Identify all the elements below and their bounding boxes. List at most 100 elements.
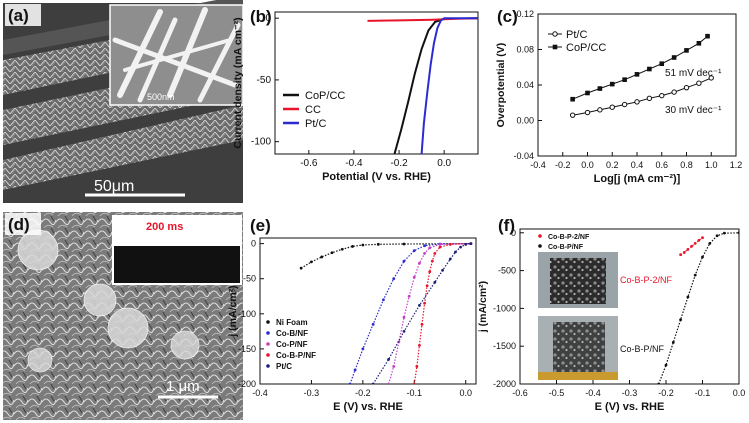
data-point <box>330 251 334 255</box>
data-point <box>382 298 385 302</box>
data-point <box>686 295 690 299</box>
panel-a: 500nm 50μm (a) <box>3 0 244 203</box>
data-point <box>708 241 712 245</box>
x-tick-label: -0.5 <box>549 388 565 398</box>
data-point <box>646 95 653 102</box>
data-point <box>570 96 575 102</box>
legend-item-co-b-p-2-nf: Co-B-P-2/NF <box>538 234 590 241</box>
data-point <box>569 112 576 118</box>
series-line-pt-c <box>420 17 478 154</box>
data-point <box>671 89 677 95</box>
data-point <box>634 72 640 77</box>
x-tick-label: -0.2 <box>355 388 371 398</box>
y-axis-title: Current density (mA cm⁻²) <box>232 17 244 148</box>
legend-item-co-p-nf: Co-P/NF <box>266 340 308 349</box>
data-point <box>448 242 452 246</box>
inset-scale-a: 500nm <box>147 92 175 102</box>
legend-label: Co-P/NF <box>276 340 308 349</box>
data-point <box>597 107 603 113</box>
slope-annotation: 51 mV dec⁻¹ <box>665 68 722 79</box>
data-point <box>715 234 719 238</box>
data-point <box>425 284 429 288</box>
plot-frame <box>274 11 479 155</box>
data-point <box>438 242 442 246</box>
y-tick-label: -0.04 <box>513 151 534 161</box>
x-tick-label: -0.4 <box>252 388 268 398</box>
y-tick-label: 0 <box>251 239 256 249</box>
data-point <box>412 275 416 279</box>
data-point <box>705 33 710 39</box>
data-point <box>708 75 714 81</box>
legend-label: Co-B-P/NF <box>276 351 316 360</box>
legend-marker <box>266 320 270 324</box>
data-point <box>657 382 661 384</box>
legend-marker <box>266 364 270 368</box>
data-point <box>428 246 432 250</box>
y-axis-title: Overpotential (V) <box>495 43 507 128</box>
y-tick-label: 0.08 <box>516 45 534 55</box>
x-axis-title: Log[j (mA cm⁻²)] <box>594 173 681 185</box>
data-point <box>423 301 426 305</box>
photo-bottom-label: Co-B-P/NF <box>620 344 665 354</box>
legend-label: Pt/C <box>305 118 326 130</box>
y-tick-label: -100 <box>238 309 256 319</box>
legend-label: Co-B-P/NF <box>548 244 584 251</box>
legend-label: Ni Foam <box>276 318 308 327</box>
y-tick-label: -150 <box>238 344 256 354</box>
data-point <box>693 273 697 277</box>
chart-f: -0.6 -0.5 -0.4 -0.3 -0.2 -0.1 0.0 0 -500 -1000 -15… <box>477 228 745 413</box>
data-point <box>454 250 457 254</box>
chart-e: -0.4 -0.3 -0.2 -0.1 0.0 0 -50 -100 -150 -200 E (V)… <box>227 237 477 413</box>
inset-droplet-image <box>114 246 240 283</box>
x-tick-label: -0.6 <box>300 158 318 169</box>
x-tick-label: 1.2 <box>730 160 743 170</box>
data-point <box>684 48 689 53</box>
x-tick-label: -0.4 <box>345 158 363 169</box>
data-point <box>415 365 419 368</box>
legend-item-pt-c: Pt/C <box>266 362 292 371</box>
series-line-co-b-nf <box>349 243 471 384</box>
data-point <box>412 382 416 384</box>
data-point <box>737 231 739 235</box>
legend-label: CC <box>305 104 321 116</box>
panel-label-e: (e) <box>250 216 271 235</box>
data-point <box>392 277 396 281</box>
data-point <box>340 247 344 251</box>
y-tick-label: -500 <box>498 266 516 276</box>
data-point <box>420 322 424 326</box>
data-point <box>299 266 303 270</box>
y-axis-title: j (mA/cm²) <box>227 285 239 337</box>
data-point <box>683 84 690 91</box>
data-point <box>402 315 406 319</box>
data-point <box>348 382 352 384</box>
data-point <box>376 242 380 246</box>
series-line-co-b-p-nf <box>658 232 739 384</box>
x-tick-label: 1.0 <box>705 160 718 170</box>
data-point <box>428 270 432 274</box>
legend-label: Pt/C <box>566 29 587 41</box>
data-point <box>430 259 434 263</box>
panel-label-b: (b) <box>250 7 272 26</box>
panel-label-a: (a) <box>8 6 29 25</box>
data-point <box>310 260 313 264</box>
scale-label-a: 50μm <box>94 178 134 195</box>
chart-b: -0.6 -0.4 -0.2 0.0 0 -50 -100 Potential (V vs. … <box>232 11 479 183</box>
data-point <box>387 382 390 384</box>
panel-d: 200 ms 1 μm (d) <box>3 212 243 420</box>
legend-label: CoP/CC <box>566 42 606 54</box>
inset-nanowires <box>112 7 241 103</box>
data-point <box>418 303 421 307</box>
legend-label: Co-B-P-2/NF <box>548 234 590 241</box>
data-point <box>679 318 682 322</box>
data-point <box>423 252 426 255</box>
panel-label-c: (c) <box>497 7 518 26</box>
photo-insets-f: Co-B-P-2/NF Co-B-P/NF <box>538 252 673 380</box>
data-point <box>361 243 365 247</box>
data-point <box>679 253 682 257</box>
data-point <box>621 101 628 108</box>
x-tick-label: -0.6 <box>512 388 528 398</box>
data-point <box>690 244 693 248</box>
data-point <box>459 245 462 249</box>
x-tick-label: -0.4 <box>585 388 601 398</box>
